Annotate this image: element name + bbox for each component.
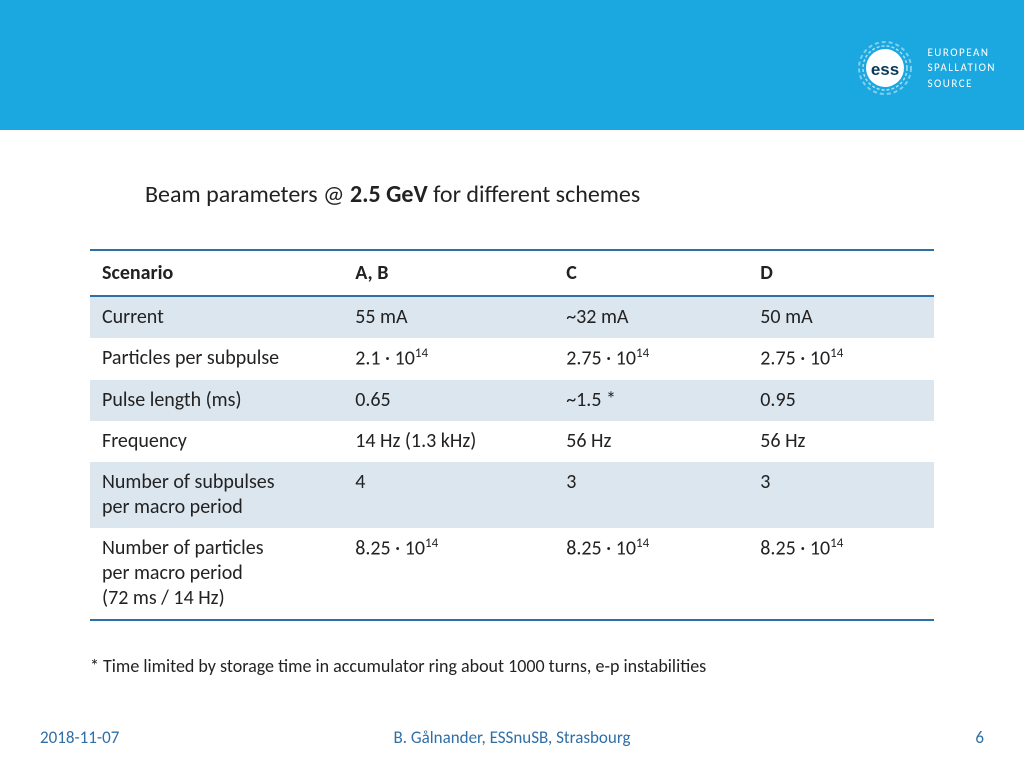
parameters-table: Scenario A, B C D Current55 mA~32 mA50 m… (90, 249, 934, 621)
cell-c: 8.25 · 1014 (554, 528, 748, 620)
title-pre: Beam parameters @ (145, 180, 350, 209)
org-name: EUROPEAN SPALLATION SOURCE (927, 45, 996, 91)
org-line: SPALLATION (927, 60, 996, 75)
cell-d: 56 Hz (748, 421, 934, 462)
title-bold: 2.5 GeV (350, 180, 428, 209)
cell-ab: 4 (343, 462, 554, 528)
row-label: Frequency (90, 421, 343, 462)
col-scenario: Scenario (90, 250, 343, 296)
cell-ab: 14 Hz (1.3 kHz) (343, 421, 554, 462)
footer-author: B. Gålnander, ESSnuSB, Strasbourg (393, 727, 630, 748)
slide-footer: 2018-11-07 B. Gålnander, ESSnuSB, Strasb… (0, 727, 1024, 748)
table-row: Number of particlesper macro period(72 m… (90, 528, 934, 620)
footnote: * Time limited by storage time in accumu… (90, 655, 934, 677)
cell-d: 50 mA (748, 296, 934, 338)
logo-block: ess EUROPEAN SPALLATION SOURCE (855, 38, 996, 98)
row-label: Current (90, 296, 343, 338)
table-row: Number of subpulsesper macro period433 (90, 462, 934, 528)
row-label: Pulse length (ms) (90, 380, 343, 421)
table-row: Pulse length (ms)0.65~1.5 *0.95 (90, 380, 934, 421)
col-ab: A, B (343, 250, 554, 296)
org-line: SOURCE (927, 76, 996, 91)
org-line: EUROPEAN (927, 45, 996, 60)
cell-ab: 55 mA (343, 296, 554, 338)
cell-c: 56 Hz (554, 421, 748, 462)
table-row: Frequency14 Hz (1.3 kHz)56 Hz56 Hz (90, 421, 934, 462)
cell-c: ~1.5 * (554, 380, 748, 421)
cell-c: 3 (554, 462, 748, 528)
ess-logo-icon: ess (855, 38, 915, 98)
cell-d: 0.95 (748, 380, 934, 421)
row-label: Particles per subpulse (90, 338, 343, 380)
row-label: Number of subpulsesper macro period (90, 462, 343, 528)
cell-ab: 2.1 · 1014 (343, 338, 554, 380)
row-label: Number of particlesper macro period(72 m… (90, 528, 343, 620)
cell-d: 2.75 · 1014 (748, 338, 934, 380)
slide-title: Beam parameters @ 2.5 GeV for different … (145, 180, 934, 209)
footer-date: 2018-11-07 (40, 727, 119, 748)
title-post: for different schemes (428, 180, 641, 209)
cell-ab: 0.65 (343, 380, 554, 421)
cell-d: 3 (748, 462, 934, 528)
table-row: Current55 mA~32 mA50 mA (90, 296, 934, 338)
table-row: Particles per subpulse2.1 · 10142.75 · 1… (90, 338, 934, 380)
svg-text:ess: ess (871, 60, 899, 79)
cell-d: 8.25 · 1014 (748, 528, 934, 620)
slide-content: Beam parameters @ 2.5 GeV for different … (0, 130, 1024, 677)
cell-ab: 8.25 · 1014 (343, 528, 554, 620)
col-c: C (554, 250, 748, 296)
cell-c: 2.75 · 1014 (554, 338, 748, 380)
header-banner: ess EUROPEAN SPALLATION SOURCE (0, 0, 1024, 130)
footer-page-number: 6 (975, 727, 984, 748)
table-header-row: Scenario A, B C D (90, 250, 934, 296)
cell-c: ~32 mA (554, 296, 748, 338)
col-d: D (748, 250, 934, 296)
